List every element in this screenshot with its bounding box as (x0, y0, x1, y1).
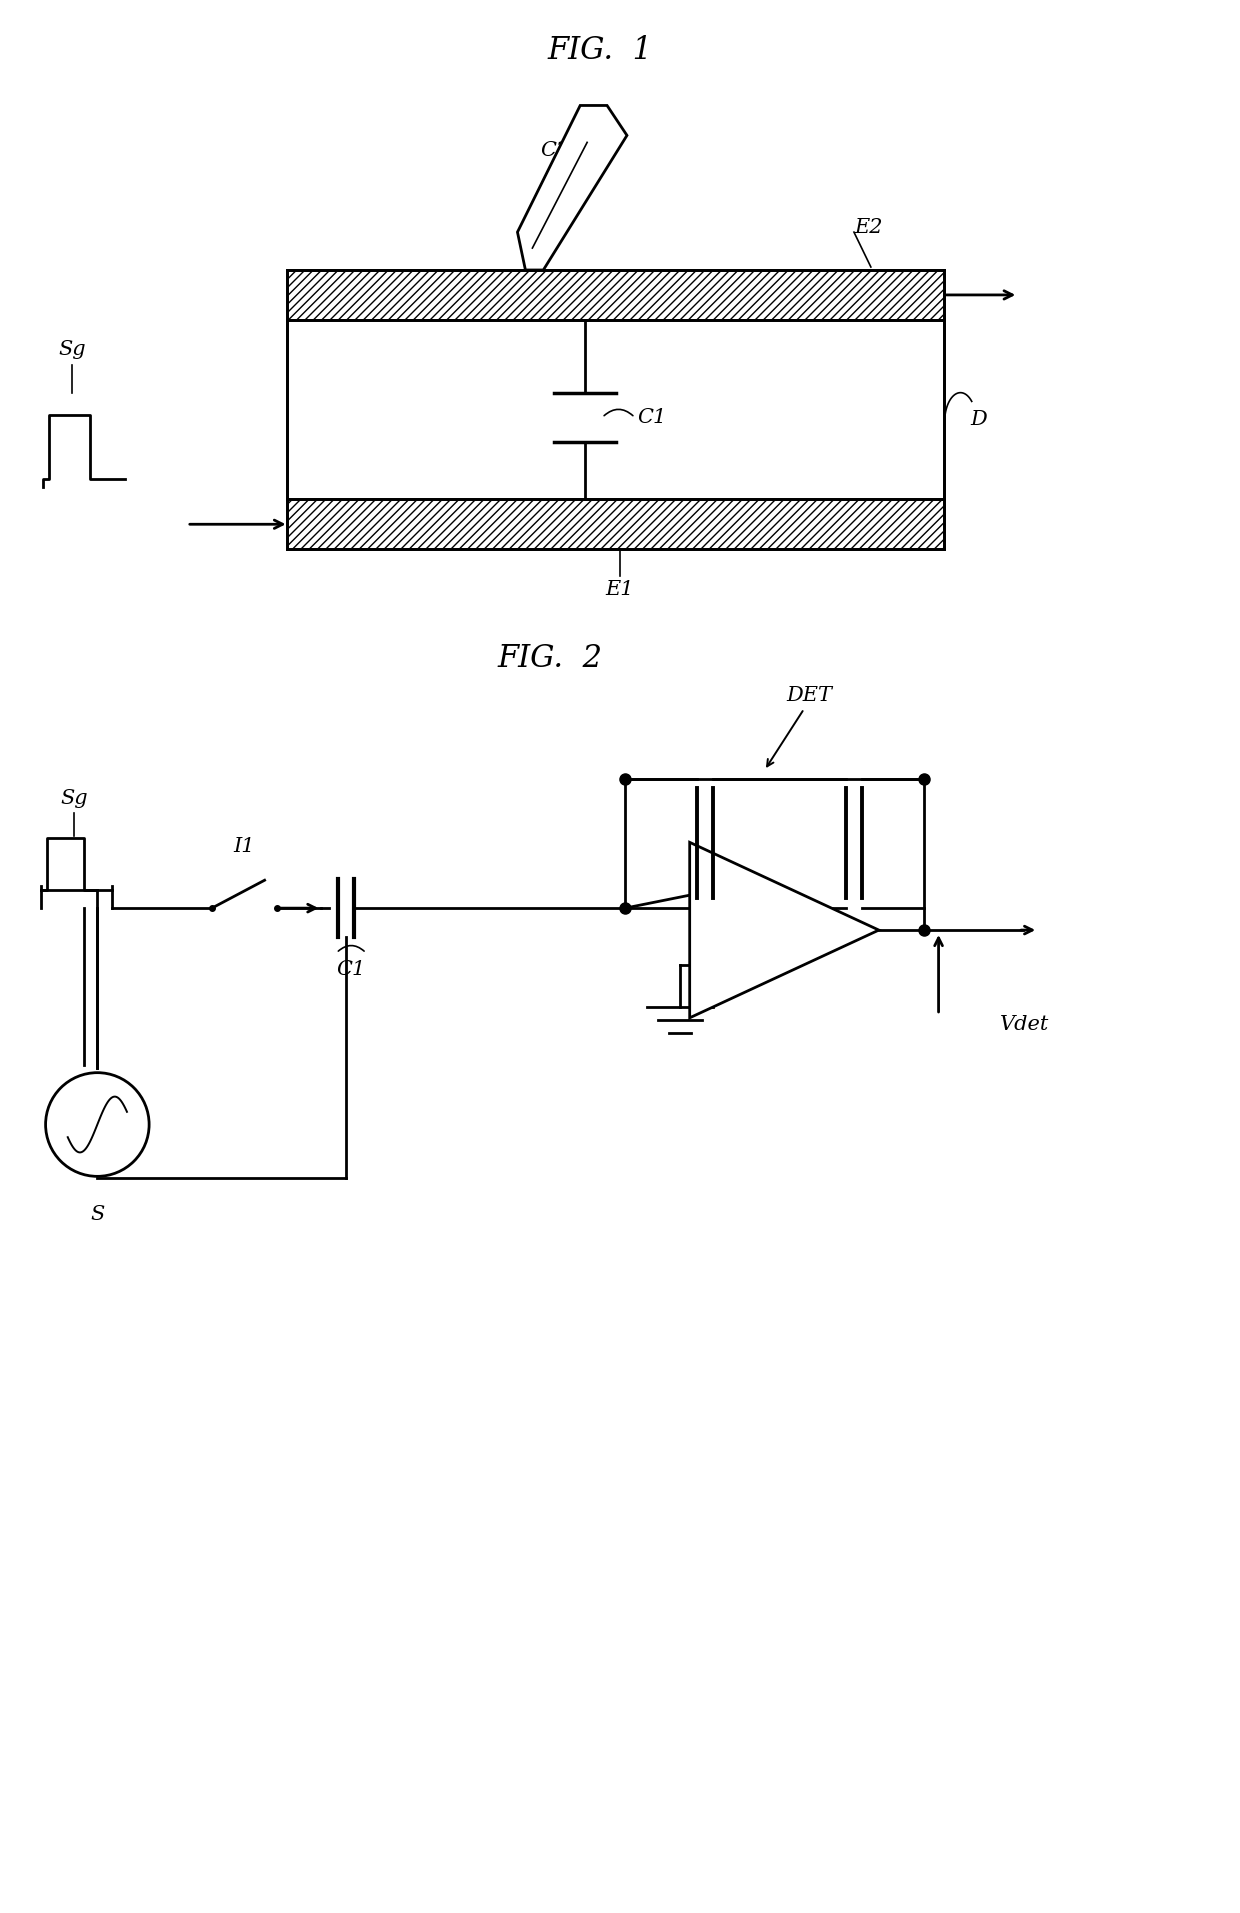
Text: D: D (971, 409, 987, 429)
Text: I1: I1 (233, 836, 254, 855)
Text: FIG.  1: FIG. 1 (548, 34, 652, 67)
Text: S: S (91, 1205, 104, 1224)
Polygon shape (689, 842, 879, 1018)
Polygon shape (517, 105, 627, 270)
Text: +: + (707, 955, 725, 976)
Bar (286, 270, 944, 319)
Text: C2: C2 (541, 142, 570, 161)
Text: C1: C1 (637, 407, 666, 427)
Circle shape (46, 1073, 149, 1176)
Text: Vdet: Vdet (1001, 1016, 1049, 1035)
Text: FIG.  2: FIG. 2 (497, 643, 603, 675)
Text: E1: E1 (606, 580, 634, 599)
Text: −: − (707, 884, 727, 907)
Text: Sg: Sg (58, 341, 87, 360)
Bar (286, 499, 944, 549)
Text: C1: C1 (336, 960, 366, 979)
Text: DET: DET (786, 687, 832, 706)
Text: Sg: Sg (61, 788, 88, 807)
Text: E2: E2 (854, 218, 883, 237)
